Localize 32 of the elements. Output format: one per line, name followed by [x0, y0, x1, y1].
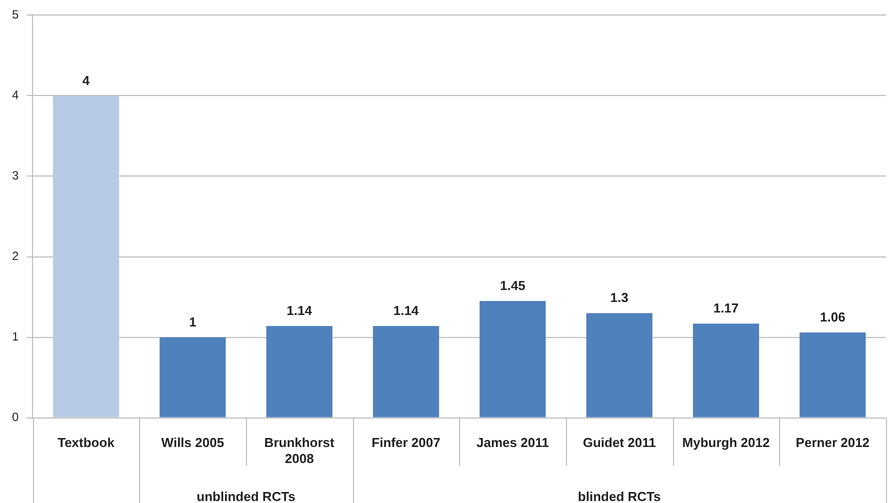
- data-label: 1.17: [713, 300, 739, 316]
- data-label: 1: [189, 314, 196, 330]
- text: blinded RCTs: [578, 489, 661, 503]
- data-label: 1.14: [286, 303, 313, 318]
- x-tick-label: Wills 2005: [161, 435, 224, 450]
- data-label: 1.45: [500, 278, 526, 294]
- y-tick-label: 5: [12, 8, 19, 22]
- bar: [800, 332, 866, 418]
- x-tick-label: James 2011: [476, 435, 549, 450]
- x-tick-label: Myburgh 2012: [682, 435, 770, 450]
- bar: [692, 324, 760, 418]
- data-label: 1.06: [820, 310, 846, 325]
- x-tick-label: Brunkhorst 2008: [264, 435, 336, 466]
- x-tick-label: Finfer 2007: [372, 435, 440, 450]
- bar: [266, 326, 332, 418]
- bar: [52, 96, 120, 418]
- bar: [480, 301, 546, 418]
- text: unblinded RCTs: [196, 489, 296, 503]
- bar: [586, 313, 652, 418]
- y-tick-label: 4: [12, 88, 19, 102]
- y-tick-label: 0: [12, 410, 19, 424]
- x-tick-label: Perner 2012: [796, 435, 870, 450]
- x-tick-label: Guidet 2011: [582, 435, 656, 450]
- y-tick-label: 2: [12, 249, 19, 264]
- y-tick-label: 1: [12, 330, 19, 344]
- x-tick-label: Textbook: [58, 435, 116, 450]
- y-tick-label: 3: [12, 168, 19, 183]
- bar: [372, 326, 440, 418]
- data-label: 1.3: [610, 290, 628, 306]
- data-label: 4: [82, 72, 90, 88]
- bar: [160, 337, 226, 418]
- data-label: 1.14: [393, 303, 420, 318]
